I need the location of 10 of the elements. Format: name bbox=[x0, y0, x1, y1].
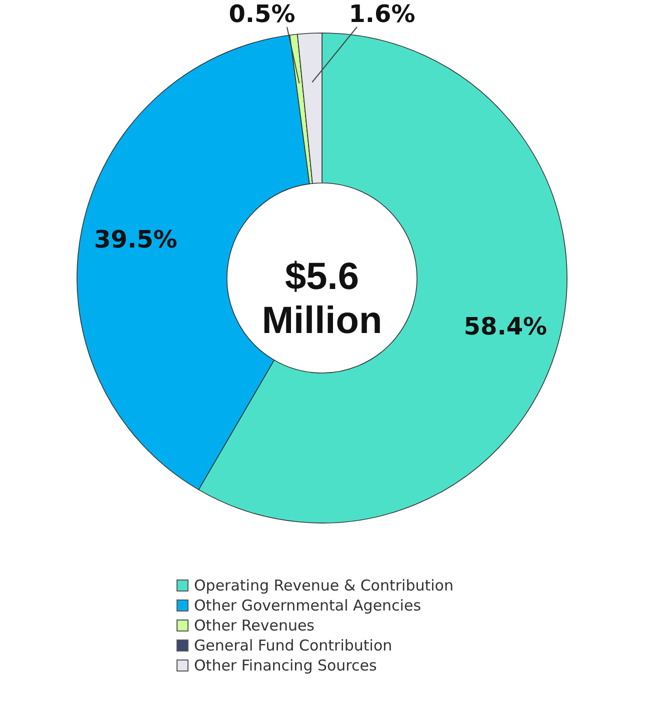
data-label: 39.5% bbox=[94, 226, 178, 254]
legend-label: Other Revenues bbox=[194, 616, 315, 634]
legend-label: General Fund Contribution bbox=[194, 636, 392, 654]
data-label: 0.5% bbox=[228, 0, 296, 28]
legend-label: Other Governmental Agencies bbox=[194, 596, 422, 614]
data-label: 1.6% bbox=[348, 0, 416, 28]
legend-label: Other Financing Sources bbox=[194, 656, 377, 674]
legend-label: Operating Revenue & Contribution bbox=[194, 576, 454, 594]
text: $5.6 Million bbox=[262, 256, 382, 342]
data-label: 58.4% bbox=[464, 312, 548, 341]
